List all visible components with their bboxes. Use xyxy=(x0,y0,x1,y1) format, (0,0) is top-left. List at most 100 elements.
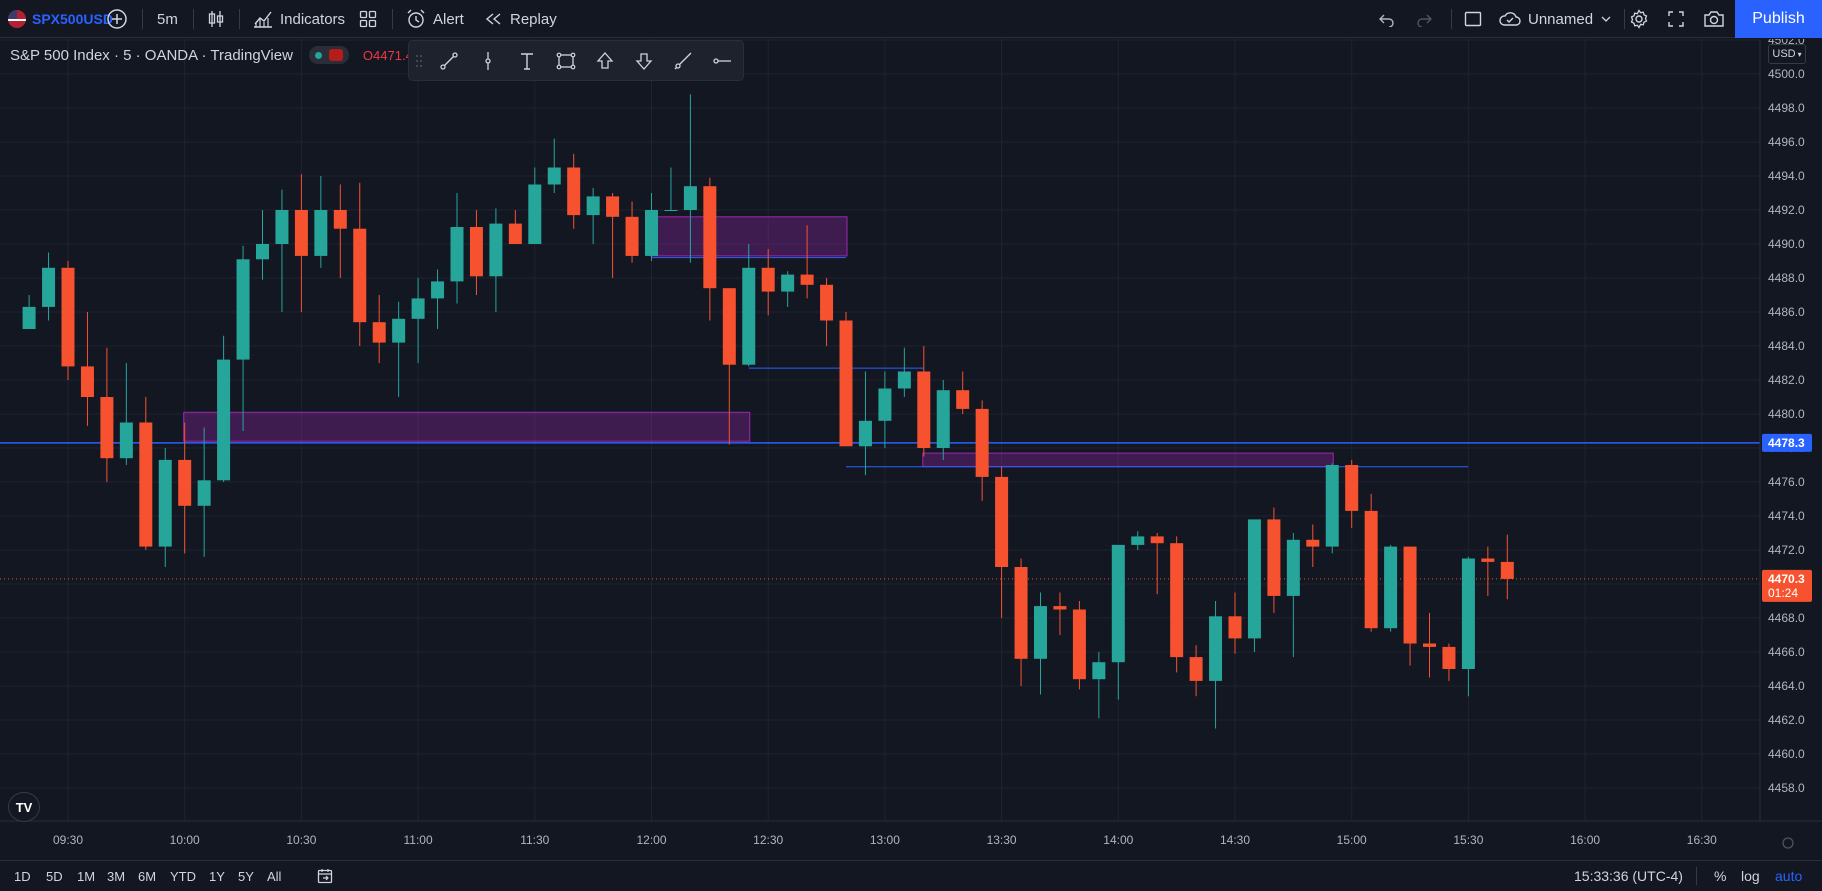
range-button-all[interactable]: All xyxy=(267,868,282,884)
range-button-5y[interactable]: 5Y xyxy=(238,868,254,884)
range-button-5d[interactable]: 5D xyxy=(46,868,63,884)
bar-countdown-label: 01:24 xyxy=(1768,586,1798,600)
candle xyxy=(256,210,269,280)
candle-body xyxy=(1286,539,1300,596)
goto-date-button[interactable] xyxy=(316,861,334,891)
fullscreen-button[interactable] xyxy=(1667,0,1685,38)
candle-body xyxy=(61,267,75,367)
time-tick-label: 10:00 xyxy=(170,833,200,847)
candle-body xyxy=(489,223,503,277)
undo-button[interactable] xyxy=(1378,0,1396,38)
candle-body xyxy=(606,196,620,217)
candlestick-series xyxy=(22,94,1514,729)
candle-body xyxy=(742,267,756,365)
arrow-down-tool[interactable] xyxy=(628,45,660,77)
candle-body xyxy=(80,366,94,397)
candle-body xyxy=(119,422,133,459)
chevron-down-icon: ▾ xyxy=(1797,49,1802,59)
symbol-search-button[interactable]: SPX500USD xyxy=(8,0,113,38)
vertical-line-tool[interactable] xyxy=(472,45,504,77)
timezone-clock[interactable]: 15:33:36 (UTC-4) xyxy=(1574,868,1683,884)
top-toolbar: SPX500USD 5m Indicators Alert Replay Unn… xyxy=(0,0,1822,38)
candle-body xyxy=(372,322,386,343)
replay-button[interactable]: Replay xyxy=(484,0,557,38)
candle xyxy=(372,295,386,363)
candle xyxy=(878,371,892,448)
candle xyxy=(1345,459,1359,528)
percent-scale-toggle[interactable]: % xyxy=(1714,868,1727,884)
save-layout-button[interactable]: Unnamed xyxy=(1498,0,1611,38)
range-button-ytd[interactable]: YTD xyxy=(170,868,196,884)
chart-type-button[interactable] xyxy=(206,0,226,38)
candle xyxy=(1170,536,1184,673)
chart-axes: 4502.0 4500.0 4498.0 4496.0 4494.0 4492.0 4490… xyxy=(0,39,1822,860)
price-tick-label: 4502.0 xyxy=(1768,39,1805,47)
range-button-1m[interactable]: 1M xyxy=(77,868,96,884)
gear-ring xyxy=(1782,837,1794,849)
auto-scale-toggle[interactable]: auto xyxy=(1775,868,1803,884)
settings-button[interactable] xyxy=(1628,0,1650,38)
ray-tool[interactable] xyxy=(667,45,699,77)
axis-settings-icon xyxy=(1782,837,1794,849)
toolbar-divider xyxy=(193,9,194,29)
candle xyxy=(1189,645,1203,697)
candle-body xyxy=(1306,539,1320,547)
log-scale-toggle[interactable]: log xyxy=(1741,868,1760,884)
candle xyxy=(1325,463,1339,554)
layout-select-button[interactable] xyxy=(1463,0,1483,38)
publish-button[interactable]: Publish xyxy=(1735,0,1822,38)
trend-line-tool[interactable] xyxy=(433,45,465,77)
candle xyxy=(431,269,445,329)
interval-label: 5m xyxy=(157,10,178,28)
candle-body xyxy=(1325,465,1339,547)
indicators-label: Indicators xyxy=(280,10,346,28)
range-button-1d[interactable]: 1D xyxy=(14,868,31,884)
tradingview-logo-icon[interactable]: TV xyxy=(8,792,40,822)
arrow-up-icon xyxy=(596,52,614,69)
rectangle-tool[interactable] xyxy=(550,45,582,77)
candle-body xyxy=(936,390,950,448)
candle xyxy=(1072,601,1086,690)
candle xyxy=(1286,533,1300,658)
layout-name-label: Unnamed xyxy=(1528,10,1594,28)
candle xyxy=(1267,507,1281,613)
candle xyxy=(703,177,717,321)
market-status-toggle[interactable] xyxy=(308,46,349,64)
replay-label: Replay xyxy=(510,10,557,28)
candle-body xyxy=(256,244,269,260)
interval-button[interactable]: 5m xyxy=(157,0,178,38)
candle xyxy=(722,288,736,445)
candle-body xyxy=(878,388,892,421)
compare-symbol-button[interactable] xyxy=(106,0,128,38)
screenshot-button[interactable] xyxy=(1703,0,1725,38)
templates-button[interactable] xyxy=(358,0,378,38)
candle-body xyxy=(1034,606,1047,659)
indicators-icon xyxy=(254,11,272,28)
drag-handle[interactable] xyxy=(411,45,427,77)
candle xyxy=(1014,558,1028,686)
candle-body xyxy=(897,371,911,389)
candle-body xyxy=(820,284,834,321)
candle xyxy=(936,380,950,460)
cloud-check-icon xyxy=(1499,12,1521,26)
horizontal-ray-tool[interactable] xyxy=(706,45,738,77)
price-chart[interactable]: 4502.0 4500.0 4498.0 4496.0 4494.0 4492.0 4490… xyxy=(0,39,1822,860)
candle xyxy=(314,176,328,268)
time-tick-label: 10:30 xyxy=(286,833,316,847)
candle-body xyxy=(392,318,406,343)
candle xyxy=(1228,592,1242,654)
toolbar-divider xyxy=(239,9,240,29)
camera-icon xyxy=(1704,11,1724,27)
redo-button[interactable] xyxy=(1415,0,1433,38)
range-button-1y[interactable]: 1Y xyxy=(209,868,225,884)
range-button-3m[interactable]: 3M xyxy=(107,868,126,884)
alert-button[interactable]: Alert xyxy=(405,0,464,38)
candle-body xyxy=(1461,558,1475,669)
arrow-up-tool[interactable] xyxy=(589,45,621,77)
currency-selector[interactable]: USD ▾ xyxy=(1768,44,1806,64)
text-tool[interactable] xyxy=(511,45,543,77)
indicators-button[interactable]: Indicators xyxy=(252,0,345,38)
range-button-6m[interactable]: 6M xyxy=(138,868,157,884)
candle xyxy=(119,363,133,465)
candle-body xyxy=(1384,546,1398,629)
